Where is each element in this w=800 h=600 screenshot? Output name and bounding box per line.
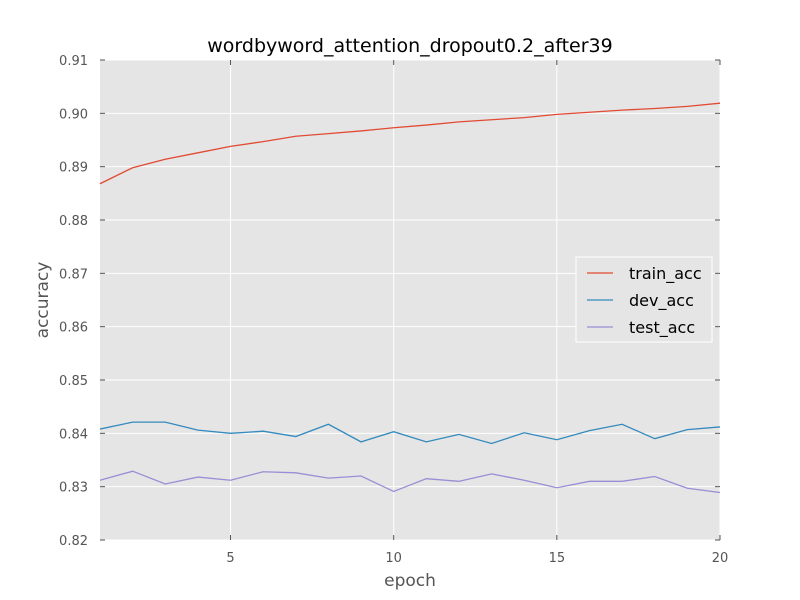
- y-axis-label: accuracy: [33, 262, 53, 339]
- series-layer: [99, 102, 721, 494]
- y-tick-label: 0.90: [59, 107, 88, 122]
- y-tick-label: 0.87: [59, 267, 88, 282]
- y-tick-label: 0.88: [59, 214, 88, 229]
- y-tick-label: 0.83: [59, 481, 88, 496]
- legend-label-train-acc: train_acc: [629, 264, 702, 284]
- axis-ticks: 5 10 15 20 0.82 0.83 0.84 0.85 0.86 0.87 0.88 0.89 0…: [59, 54, 728, 566]
- x-axis-label: epoch: [384, 571, 436, 591]
- y-tick-label: 0.86: [59, 321, 88, 336]
- x-tick-label: 15: [549, 551, 566, 566]
- x-tick-label: 10: [385, 551, 402, 566]
- series-line-train-acc: [99, 102, 721, 185]
- legend: train_acc dev_acc test_acc: [575, 256, 713, 343]
- y-tick-label: 0.85: [59, 374, 88, 389]
- series-line-test-acc: [99, 470, 721, 494]
- chart-title: wordbyword_attention_dropout0.2_after39: [207, 35, 612, 57]
- x-tick-label: 5: [226, 551, 234, 566]
- x-tick-label: 20: [712, 551, 729, 566]
- y-tick-label: 0.82: [59, 534, 88, 549]
- y-tick-label: 0.84: [59, 427, 88, 442]
- legend-label-dev-acc: dev_acc: [629, 291, 694, 311]
- series-line-dev-acc: [99, 421, 721, 445]
- legend-label-test-acc: test_acc: [629, 318, 695, 338]
- y-tick-label: 0.91: [59, 54, 88, 69]
- y-tick-label: 0.89: [59, 161, 88, 176]
